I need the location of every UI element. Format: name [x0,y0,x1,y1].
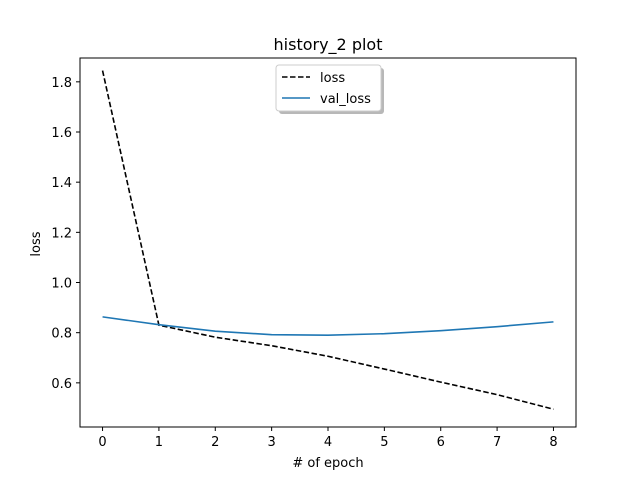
y-axis-label: loss [29,231,44,256]
x-tick-label: 3 [267,435,275,450]
x-tick-label: 5 [380,435,388,450]
x-tick-label: 1 [155,435,163,450]
legend-label-val-loss: val_loss [320,92,371,107]
y-tick-label: 1.0 [51,277,72,292]
y-tick-label: 0.8 [51,327,72,342]
legend: loss val_loss [275,64,384,114]
x-tick-label: 8 [549,435,557,450]
y-tick-label: 1.8 [51,76,72,91]
x-tick-label: 0 [98,435,106,450]
y-tick-label: 1.4 [51,176,72,191]
y-tick-label: 1.6 [51,126,72,141]
series-line-val-loss [102,316,554,336]
x-axis-label: # of epoch [292,456,363,471]
y-tick-label: 1.2 [51,226,72,241]
x-tick-label: 6 [437,435,445,450]
chart-title: history_2 plot [274,35,383,55]
y-tick-label: 0.6 [51,377,72,392]
x-tick-label: 4 [324,435,332,450]
x-tick-label: 2 [211,435,219,450]
x-tick-label: 7 [493,435,501,450]
series-line-loss [101,70,554,410]
legend-label-loss: loss [320,71,345,86]
